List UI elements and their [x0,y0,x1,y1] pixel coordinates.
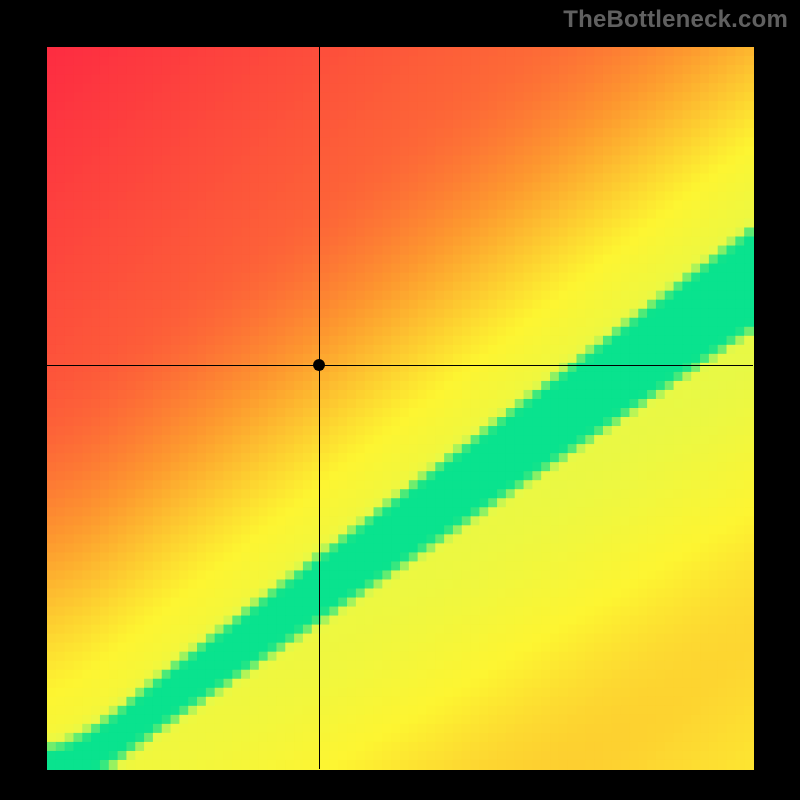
bottleneck-heatmap [0,0,800,800]
watermark-text: TheBottleneck.com [563,6,788,34]
